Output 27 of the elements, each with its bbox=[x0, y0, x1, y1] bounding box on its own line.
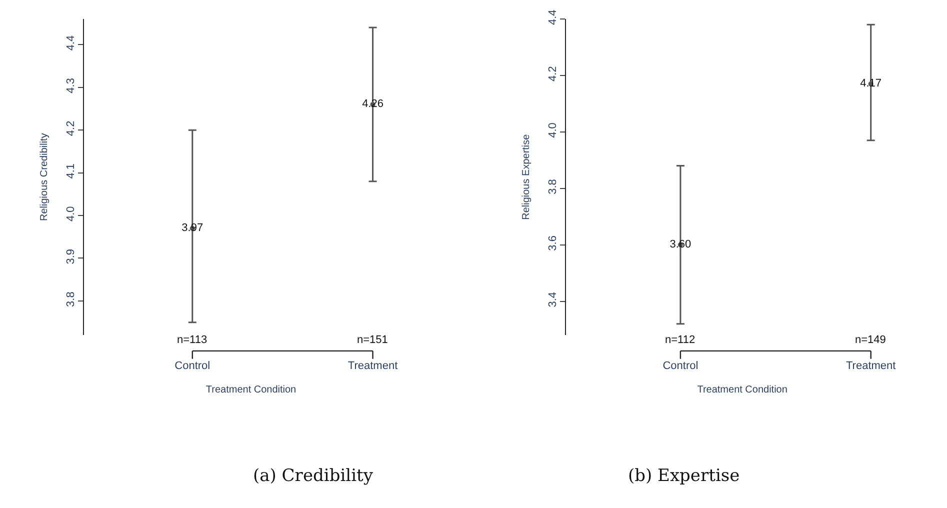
x-tick-label: Control bbox=[662, 360, 698, 372]
y-tick-label: 4.0 bbox=[546, 122, 559, 138]
y-tick-label: 4.1 bbox=[64, 164, 77, 179]
y-axis-title: Religious Expertise bbox=[520, 134, 532, 220]
annotation: n=149 bbox=[855, 334, 886, 346]
y-tick-label: 4.2 bbox=[546, 66, 559, 82]
y-tick-label: 4.4 bbox=[64, 35, 77, 51]
x-tick-label: Treatment bbox=[846, 360, 896, 372]
x-tick-label: Control bbox=[174, 360, 210, 372]
text: (a) Credibility bbox=[253, 466, 374, 486]
y-tick-label: 3.8 bbox=[546, 179, 559, 194]
text: (b) Expertise bbox=[628, 466, 740, 486]
x-axis-title: Treatment Condition bbox=[697, 384, 788, 396]
annotation: n=112 bbox=[665, 334, 696, 346]
y-tick-label: 4.4 bbox=[546, 10, 559, 25]
annotation: n=113 bbox=[177, 334, 208, 346]
y-tick-label: 3.4 bbox=[546, 292, 559, 308]
y-axis-title: Religious Credibility bbox=[38, 133, 50, 221]
y-tick-label: 3.9 bbox=[64, 248, 77, 264]
annotation: n=151 bbox=[357, 334, 388, 346]
y-tick-label: 4.0 bbox=[64, 206, 77, 222]
x-tick-label: Treatment bbox=[348, 360, 398, 372]
y-tick-label: 4.2 bbox=[64, 120, 77, 136]
y-tick-label: 3.8 bbox=[64, 292, 77, 307]
y-tick-label: 3.6 bbox=[546, 236, 559, 251]
x-axis-title: Treatment Condition bbox=[206, 384, 296, 396]
y-tick-label: 4.3 bbox=[64, 78, 77, 94]
